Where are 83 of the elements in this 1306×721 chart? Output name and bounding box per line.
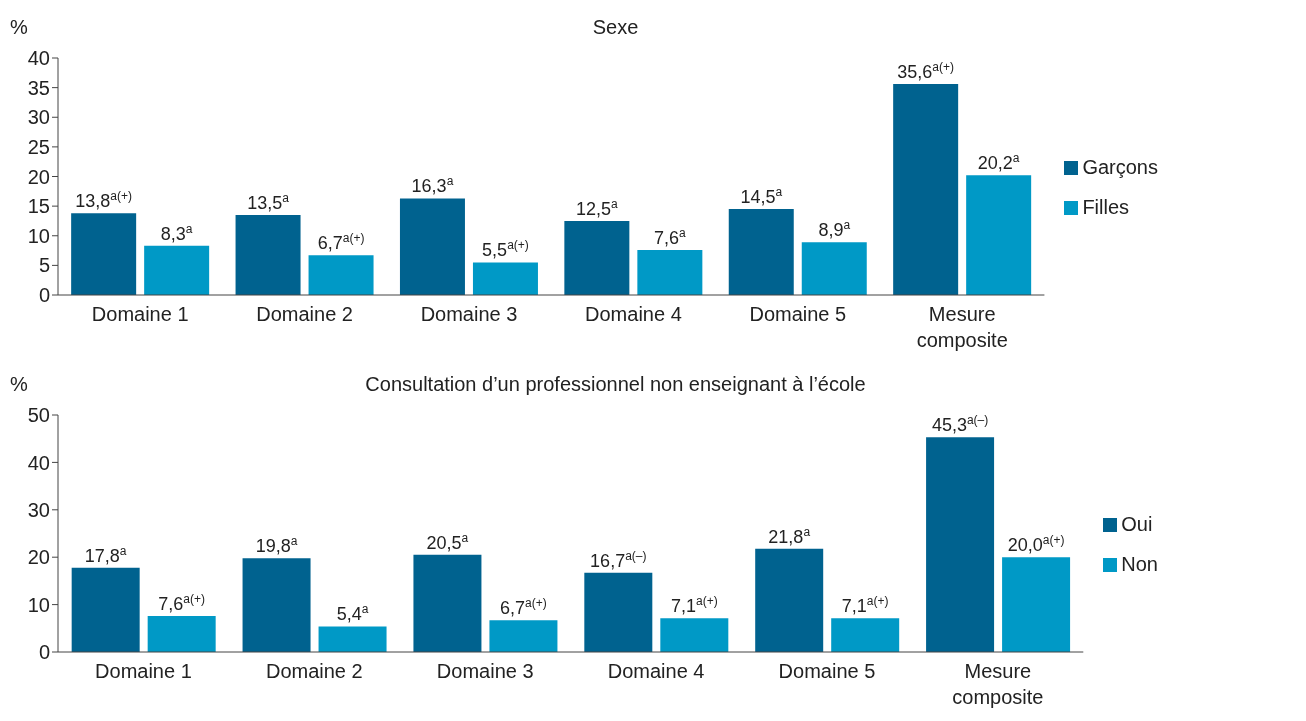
x-tick-label: Domaine 4 (607, 660, 705, 682)
y-tick-label: 40 (27, 47, 50, 70)
bar (660, 618, 729, 652)
bar (308, 255, 374, 295)
legend-label: Garçons (1082, 155, 1158, 178)
bar (147, 615, 216, 652)
legend-label: Non (1121, 552, 1158, 575)
x-tick-label: Domaine 5 (749, 303, 847, 325)
data-label: 7,1$^{a(+)}$ (841, 594, 889, 617)
x-tick-label: Domaine 3 (420, 303, 518, 325)
data-label: 7,1$^{a(+)}$ (670, 594, 718, 617)
data-label: 12,5$^{a}$ (575, 196, 619, 219)
bar (144, 245, 210, 295)
y-tick-label: 30 (27, 106, 50, 129)
bar (472, 262, 538, 295)
x-tick-label: Domaine 4 (585, 303, 682, 325)
data-label: 20,5$^{a}$ (426, 530, 469, 553)
y-tick-label: 15 (27, 195, 50, 218)
chart-title: Consultation d’un professionnel non enseignant à l’école (364, 373, 867, 396)
data-label: 8,9$^{a}$ (818, 218, 851, 241)
x-tick-label: Domaine 5 (778, 660, 876, 682)
data-label: 7,6$^{a(+)}$ (158, 591, 206, 614)
bar (413, 554, 482, 652)
x-tick-label: Domaine 1 (91, 303, 189, 325)
bar (489, 620, 558, 652)
y-tick-label: 20 (27, 546, 50, 569)
y-tick-label: 50 (27, 404, 50, 427)
y-tick-label: 10 (27, 224, 50, 247)
x-tick-label: Domaine 2 (256, 303, 353, 325)
data-label: 16,3$^{a}$ (411, 174, 454, 197)
chart-title: Sexe (591, 16, 640, 39)
bar (564, 220, 630, 295)
x-tick-label: Domaine 3 (436, 660, 534, 682)
x-tick-label: Domaine 1 (95, 660, 192, 682)
y-axis-title: % (10, 373, 28, 396)
bar (801, 242, 867, 295)
data-label: 6,7$^{a(+)}$ (500, 596, 547, 619)
data-label: 35,6$^{a(+)}$ (897, 60, 955, 83)
bar (235, 215, 301, 295)
x-tick-label: Mesure composite (952, 660, 1044, 708)
data-label: 14,5$^{a}$ (740, 185, 783, 208)
data-label: 7,6$^{a}$ (654, 225, 687, 248)
data-label: 13,5$^{a}$ (247, 191, 290, 214)
bar (318, 626, 387, 652)
bar (755, 548, 824, 652)
data-label: 13,8$^{a(+)}$ (75, 189, 133, 212)
legend-label: Oui (1121, 512, 1153, 535)
bar (893, 84, 959, 295)
bar (584, 572, 653, 652)
data-label: 20,0$^{a(+)}$ (1007, 533, 1065, 556)
y-tick-label: 0 (38, 641, 50, 664)
y-tick-label: 30 (27, 498, 50, 521)
y-tick-label: 5 (38, 254, 50, 277)
bar (728, 209, 794, 295)
data-label: 45,3$^{a(–)}$ (931, 413, 989, 436)
y-tick-label: 20 (27, 165, 50, 188)
y-tick-label: 40 (27, 451, 50, 474)
y-tick-label: 0 (38, 284, 50, 307)
y-tick-label: 10 (27, 593, 50, 616)
data-label: 5,4$^{a}$ (336, 602, 369, 625)
data-label: 6,7$^{a(+)}$ (317, 231, 365, 254)
legend-label: Filles (1082, 195, 1130, 218)
bar (637, 249, 703, 295)
data-label: 5,5$^{a(+)}$ (482, 238, 529, 261)
y-axis-title: % (10, 16, 28, 39)
bar (966, 175, 1032, 295)
data-label: 8,3$^{a}$ (160, 221, 193, 244)
data-label: 19,8$^{a}$ (255, 534, 298, 557)
data-label: 20,2$^{a}$ (977, 151, 1020, 174)
bar (242, 558, 311, 652)
bar (1002, 557, 1071, 652)
bar (71, 213, 137, 295)
bar (71, 567, 140, 652)
bar (399, 198, 465, 295)
data-label: 21,8$^{a}$ (768, 524, 811, 547)
bar (926, 437, 995, 652)
data-label: 17,8$^{a}$ (84, 543, 127, 566)
x-tick-label: Mesure composite (916, 303, 1008, 351)
y-tick-label: 25 (27, 135, 50, 158)
bar (831, 618, 900, 652)
data-label: 16,7$^{a(–)}$ (590, 548, 647, 571)
y-tick-label: 35 (27, 76, 50, 99)
x-tick-label: Domaine 2 (265, 660, 363, 682)
